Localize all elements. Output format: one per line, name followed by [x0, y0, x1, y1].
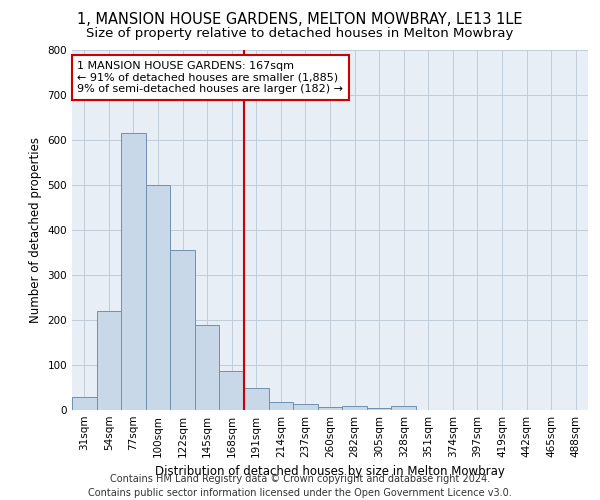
Bar	[293, 404, 318, 410]
Bar	[72, 396, 97, 410]
Text: Size of property relative to detached houses in Melton Mowbray: Size of property relative to detached ho…	[86, 28, 514, 40]
Bar	[391, 406, 416, 410]
Bar	[121, 133, 146, 410]
X-axis label: Distribution of detached houses by size in Melton Mowbray: Distribution of detached houses by size …	[155, 466, 505, 478]
Text: 1 MANSION HOUSE GARDENS: 167sqm
← 91% of detached houses are smaller (1,885)
9% : 1 MANSION HOUSE GARDENS: 167sqm ← 91% of…	[77, 61, 343, 94]
Y-axis label: Number of detached properties: Number of detached properties	[29, 137, 42, 323]
Text: 1, MANSION HOUSE GARDENS, MELTON MOWBRAY, LE13 1LE: 1, MANSION HOUSE GARDENS, MELTON MOWBRAY…	[77, 12, 523, 28]
Bar	[367, 408, 391, 410]
Bar	[269, 402, 293, 410]
Bar	[195, 324, 220, 410]
Bar	[97, 311, 121, 410]
Bar	[146, 185, 170, 410]
Bar	[244, 388, 269, 410]
Text: Contains HM Land Registry data © Crown copyright and database right 2024.
Contai: Contains HM Land Registry data © Crown c…	[88, 474, 512, 498]
Bar	[170, 250, 195, 410]
Bar	[220, 371, 244, 410]
Bar	[342, 406, 367, 410]
Bar	[318, 408, 342, 410]
